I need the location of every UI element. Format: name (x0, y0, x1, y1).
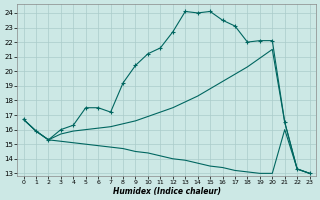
X-axis label: Humidex (Indice chaleur): Humidex (Indice chaleur) (113, 187, 220, 196)
